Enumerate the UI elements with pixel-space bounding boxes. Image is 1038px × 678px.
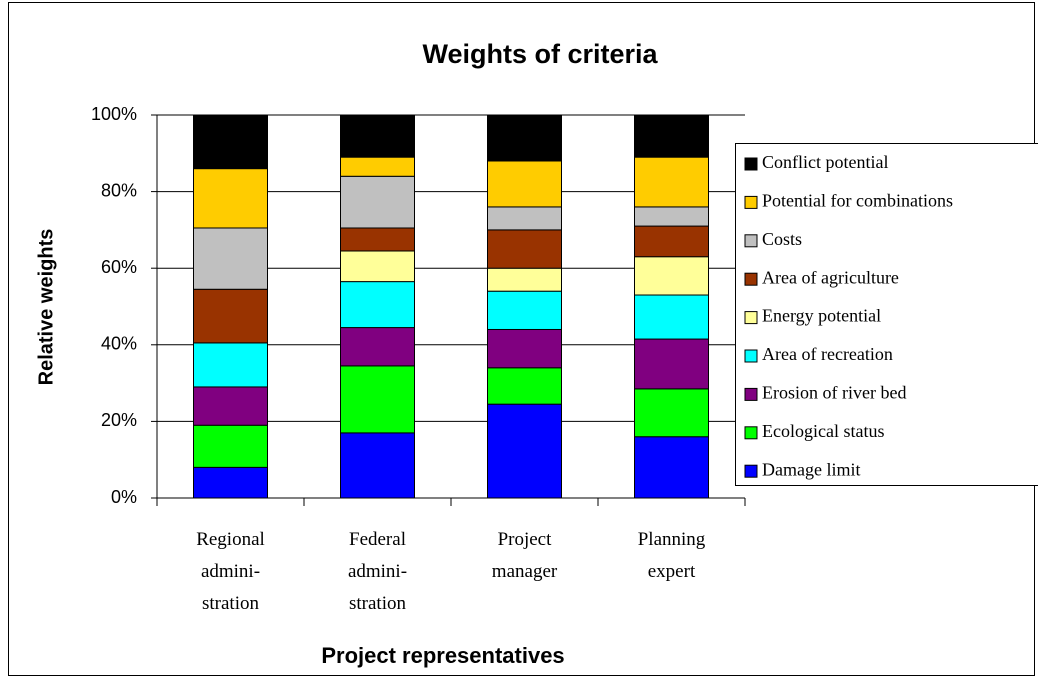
bar-segment xyxy=(634,225,709,258)
legend-label: Damage limit xyxy=(762,459,860,479)
bar-segment xyxy=(634,114,709,158)
bar-segment xyxy=(193,288,268,344)
bar-segment xyxy=(634,436,709,499)
y-axis-label: Relative weights xyxy=(35,229,57,386)
legend-swatch xyxy=(744,426,758,440)
y-tick-label: 80% xyxy=(101,180,137,200)
x-tick-label: Planning expert xyxy=(637,529,706,582)
bar-segment xyxy=(340,250,415,283)
y-tick-label: 60% xyxy=(101,257,137,277)
bar-segment xyxy=(340,227,415,252)
legend-box xyxy=(735,143,1038,486)
bar-segment xyxy=(340,365,415,434)
bar-segment xyxy=(634,256,709,296)
legend-label: Area of recreation xyxy=(762,344,893,364)
legend-swatch xyxy=(744,234,758,248)
x-tick-label: Project manager xyxy=(491,529,558,582)
legend-label: Ecological status xyxy=(762,421,884,441)
legend-swatch xyxy=(744,157,758,171)
bar-segment xyxy=(193,168,268,229)
x-tick-label: Federal admini- stration xyxy=(347,529,408,614)
y-tick-label: 100% xyxy=(91,104,137,124)
bar-segment xyxy=(193,386,268,426)
bar-segment xyxy=(340,156,415,177)
bar-segment xyxy=(193,342,268,388)
bar-segment xyxy=(487,160,562,208)
bar-segment xyxy=(634,388,709,438)
bar-segment xyxy=(634,294,709,340)
legend-swatch xyxy=(744,195,758,209)
bar-segment xyxy=(634,338,709,390)
legend-label: Energy potential xyxy=(762,306,881,326)
bar-segment xyxy=(487,367,562,405)
bar-segment xyxy=(634,156,709,208)
bar-segment xyxy=(487,206,562,231)
bar-segment xyxy=(193,227,268,290)
bar-segment xyxy=(487,328,562,369)
legend-label: Costs xyxy=(762,229,802,249)
bar-segment xyxy=(340,114,415,158)
x-axis-label: Project representatives xyxy=(321,643,564,668)
y-tick-label: 20% xyxy=(101,410,137,430)
bar-segment xyxy=(340,175,415,229)
bar-segment xyxy=(487,114,562,162)
bar-segment xyxy=(340,281,415,329)
bar-segment xyxy=(487,403,562,499)
legend-swatch xyxy=(744,311,758,325)
bar-segment xyxy=(634,206,709,227)
legend: Damage limit Ecological status Erosion of … xyxy=(735,143,1038,486)
bar-segment xyxy=(487,290,562,330)
bar-segment xyxy=(193,466,268,499)
legend-label: Potential for combinations xyxy=(762,191,953,211)
bar-segment xyxy=(340,327,415,367)
legend-swatch xyxy=(744,387,758,401)
legend-swatch xyxy=(744,349,758,363)
x-tick-label: Regional admini- stration xyxy=(196,529,265,614)
legend-label: Conflict potential xyxy=(762,152,888,172)
bar-segment xyxy=(487,267,562,292)
bar-segment xyxy=(193,114,268,170)
chart-title: Weights of criteria xyxy=(422,39,658,69)
bar-segment xyxy=(193,424,268,468)
legend-label: Area of agriculture xyxy=(762,267,899,287)
bar-segment xyxy=(340,432,415,499)
bar-segment xyxy=(487,229,562,269)
legend-swatch xyxy=(744,464,758,478)
y-tick-label: 40% xyxy=(101,334,137,354)
y-tick-label: 0% xyxy=(111,487,137,507)
legend-swatch xyxy=(744,272,758,286)
legend-label: Erosion of river bed xyxy=(762,383,906,403)
